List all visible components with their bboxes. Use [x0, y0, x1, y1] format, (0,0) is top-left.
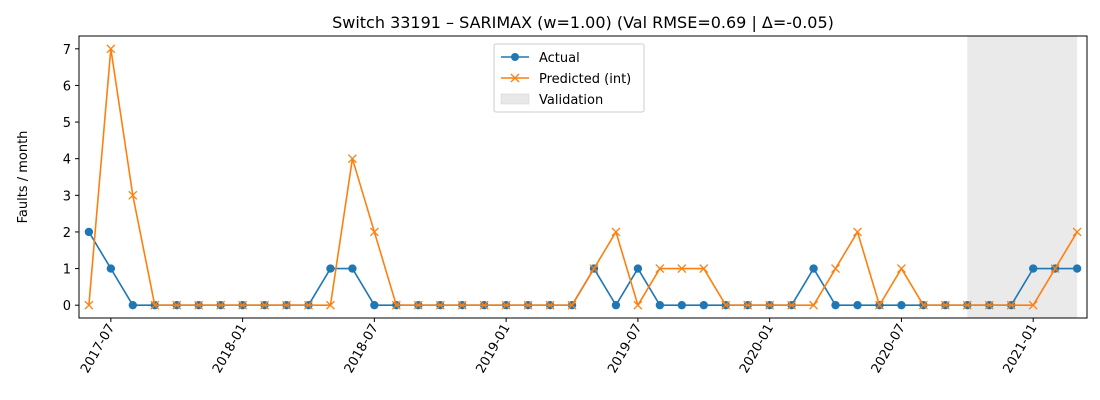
data-point [611, 300, 621, 310]
data-point [150, 300, 160, 310]
data-point [325, 300, 335, 310]
data-point [326, 264, 335, 273]
data-point [523, 300, 533, 310]
data-point [699, 264, 709, 274]
data-point [831, 300, 840, 310]
data-point [875, 300, 884, 310]
data-point [1028, 264, 1038, 273]
data-point [677, 264, 687, 274]
data-point [1072, 227, 1082, 237]
data-point [370, 300, 379, 310]
data-point [633, 300, 643, 310]
y-tick-label: 2 [63, 226, 71, 241]
data-point [743, 300, 753, 310]
data-point [853, 227, 862, 237]
data-point [1050, 264, 1060, 274]
legend-predicted-label: Predicted (int) [539, 72, 631, 87]
data-point [348, 264, 357, 273]
data-point [128, 190, 138, 200]
y-tick-label: 7 [63, 43, 71, 58]
legend-entry-validation: Validation [500, 93, 603, 108]
data-point [304, 300, 313, 310]
data-point [347, 154, 357, 164]
data-point [172, 300, 182, 310]
data-point [853, 300, 862, 310]
data-point [809, 300, 819, 310]
data-point [216, 300, 226, 310]
series-line [88, 48, 1078, 306]
legend-entry-predicted: Predicted (int) [501, 72, 631, 87]
data-point [611, 227, 621, 237]
data-point [787, 300, 797, 310]
data-point [1072, 264, 1082, 273]
data-point [589, 264, 599, 274]
validation-span [967, 36, 1078, 318]
data-point [677, 300, 687, 310]
series-layer [84, 44, 1082, 310]
data-point [194, 300, 204, 310]
data-point [809, 264, 818, 273]
y-tick-label: 0 [63, 299, 71, 314]
data-point [765, 300, 775, 310]
data-point [1006, 300, 1016, 310]
series-predicted [84, 44, 1082, 310]
data-point [655, 300, 665, 310]
data-point [1028, 300, 1038, 310]
data-point [896, 264, 906, 274]
legend-actual-marker [511, 53, 519, 61]
y-axis: 0 1 2 3 4 5 6 7 [63, 43, 79, 314]
data-point [897, 300, 906, 310]
data-point [984, 300, 994, 310]
legend-predicted-marker [510, 73, 520, 83]
y-tick-label: 3 [63, 189, 71, 204]
data-point [84, 227, 94, 237]
legend: Actual Predicted (int) Validation [493, 43, 645, 113]
chart-title: Switch 33191 – SARIMAX (w=1.00) (Val RMS… [332, 13, 834, 32]
data-point [831, 264, 841, 274]
data-point [633, 264, 643, 273]
data-point [721, 300, 731, 310]
y-axis-label: Faults / month [16, 131, 31, 224]
legend-validation-swatch [500, 93, 530, 105]
data-point [545, 300, 555, 310]
data-point [413, 300, 423, 310]
data-point [567, 300, 577, 310]
data-point [391, 300, 401, 310]
y-tick-label: 1 [63, 263, 71, 278]
data-point [699, 300, 708, 310]
data-point [501, 300, 511, 310]
data-point [106, 264, 116, 273]
data-point [369, 227, 379, 237]
legend-actual-label: Actual [539, 51, 580, 66]
data-point [282, 300, 291, 310]
y-tick-label: 6 [63, 79, 71, 94]
data-point [238, 300, 248, 310]
data-point [918, 300, 928, 310]
legend-validation-label: Validation [539, 93, 603, 108]
data-point [655, 264, 665, 274]
data-point [457, 300, 467, 310]
data-point [260, 300, 270, 310]
data-point [435, 300, 445, 310]
data-point [940, 300, 950, 310]
y-tick-label: 5 [63, 116, 71, 131]
legend-box [493, 43, 645, 113]
data-point [962, 300, 972, 310]
y-tick-label: 4 [63, 153, 71, 168]
plot-area-frame [78, 35, 1088, 319]
data-point [479, 300, 489, 310]
legend-entry-actual: Actual [501, 51, 580, 66]
data-point [106, 44, 116, 54]
data-point [84, 300, 94, 310]
data-point [128, 300, 138, 310]
